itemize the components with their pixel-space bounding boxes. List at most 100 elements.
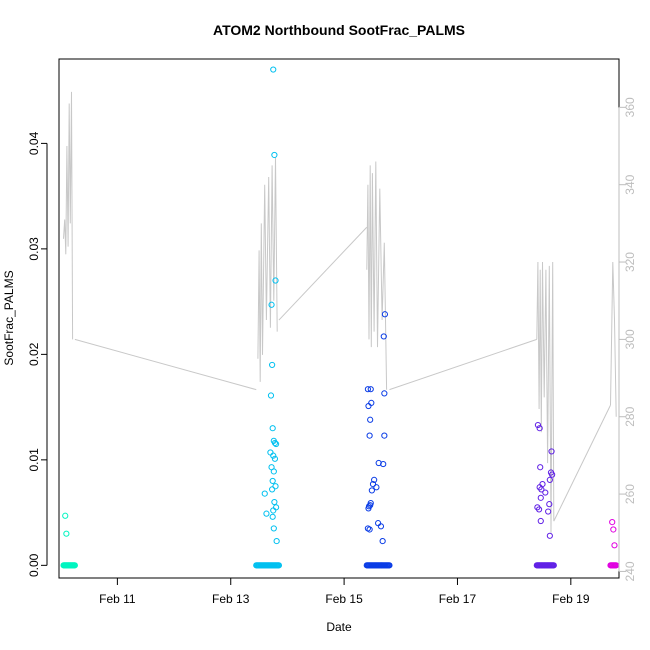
series-1-point-21 — [270, 507, 277, 514]
series-1-point-11 — [270, 452, 277, 459]
series-2-point-7 — [367, 416, 374, 423]
series-2-point-6 — [365, 402, 372, 410]
series-2-point-24 — [379, 537, 386, 545]
series-4-point-2 — [611, 542, 618, 549]
series-1-point-25 — [273, 537, 280, 545]
connector-line-1 — [278, 226, 368, 321]
series-1-point-17 — [269, 486, 276, 493]
y-tick-label-3: 0.03 — [27, 237, 41, 261]
series-2-point-2 — [364, 386, 372, 393]
x-tick-label-3: Feb 17 — [439, 592, 477, 606]
connector-line-0 — [74, 338, 257, 391]
series-1-point-16 — [272, 483, 279, 490]
series-2-point-20 — [375, 520, 382, 527]
y-axis-label: SootFrac_PALMS — [2, 270, 16, 365]
plot-area — [60, 66, 620, 569]
series-1-point-1 — [271, 151, 278, 159]
y2-tick-label-4: 320 — [623, 252, 637, 272]
series-1-point-22 — [263, 510, 270, 517]
series-2-point-4 — [381, 390, 388, 397]
series-1-point-18 — [261, 490, 268, 497]
series-2-zero-point — [386, 562, 393, 569]
series-2-point-15 — [368, 487, 375, 494]
series-2-point-23 — [366, 526, 373, 533]
series-3-zero-point — [550, 562, 557, 569]
series-2-point-17 — [367, 502, 374, 509]
connector-line-2 — [389, 338, 537, 391]
series-1-point-3 — [268, 301, 275, 308]
series-3-point-12 — [546, 501, 553, 508]
series-1-point-8 — [271, 439, 279, 447]
plot-frame — [58, 58, 620, 579]
series-2-point-9 — [381, 432, 388, 439]
series-1-point-5 — [267, 392, 275, 399]
x-tick-label-2: Feb 15 — [325, 592, 363, 606]
y2-tick-label-3: 300 — [623, 329, 637, 349]
series-3-point-15 — [545, 508, 552, 515]
series-3-point-5 — [549, 471, 556, 478]
series-1-point-6 — [269, 425, 276, 432]
y-tick-label-0: 0.00 — [27, 553, 41, 577]
series-0-trace — [63, 91, 74, 340]
series-1-point-14 — [270, 468, 277, 475]
series-3-point-3 — [537, 464, 544, 471]
y2-tick-label-2: 280 — [623, 406, 637, 426]
chart-title: ATOM2 Northbound SootFrac_PALMS — [213, 22, 465, 38]
x-tick-label-4: Feb 19 — [552, 592, 590, 606]
series-3-point-0 — [534, 421, 542, 429]
series-2-point-14 — [373, 484, 380, 491]
series-2-point-12 — [371, 476, 378, 483]
series-1-trace — [257, 157, 278, 382]
series-1-point-20 — [272, 504, 280, 511]
series-1-point-4 — [269, 361, 276, 369]
series-1-point-0 — [270, 66, 277, 73]
series-1-point-2 — [272, 277, 279, 284]
series-4-trace — [610, 261, 617, 417]
series-3-point-1 — [536, 425, 543, 432]
y-tick-label-2: 0.02 — [27, 342, 41, 366]
series-0-point-1 — [63, 530, 70, 537]
series-2-point-0 — [381, 311, 389, 318]
series-3-point-10 — [542, 489, 549, 496]
series-1-point-19 — [271, 498, 278, 506]
axes: 0.00 0.01 0.02 0.03 0.04 Feb 11 Feb 13 Feb 15 Fe… — [27, 58, 637, 606]
series-3-trace — [536, 261, 555, 533]
series-0-point-0 — [62, 512, 69, 519]
series-0-zero-point — [71, 562, 78, 569]
series-4-point-0 — [609, 518, 616, 526]
y2-tick-label-6: 360 — [623, 97, 637, 117]
series-2-point-1 — [380, 333, 387, 340]
series-4-point-1 — [610, 526, 617, 533]
connector-line-3 — [553, 404, 611, 522]
y2-tick-label-1: 260 — [623, 484, 637, 504]
x-tick-label-0: Feb 11 — [99, 592, 136, 606]
series-1-point-9 — [272, 440, 280, 448]
series-3-point-16 — [537, 517, 544, 525]
series-2-point-21 — [377, 523, 385, 530]
series-1-point-23 — [269, 513, 276, 520]
series-3-point-7 — [539, 481, 546, 488]
series-2-point-11 — [380, 460, 387, 468]
y-tick-label-1: 0.01 — [27, 448, 41, 472]
series-2-trace — [366, 161, 388, 390]
y-tick-label-4: 0.04 — [27, 131, 41, 155]
series-1-zero-point — [275, 562, 283, 569]
y2-tick-label-0: 240 — [623, 561, 637, 581]
series-1-point-12 — [271, 455, 279, 462]
series-3-point-17 — [546, 532, 553, 539]
series-2-point-8 — [366, 432, 373, 439]
series-3-point-9 — [538, 486, 545, 493]
x-tick-label-1: Feb 13 — [212, 592, 250, 606]
series-1-point-24 — [270, 525, 277, 532]
y2-tick-label-5: 340 — [623, 174, 637, 194]
series-3-point-2 — [548, 448, 555, 455]
series-2-point-19 — [365, 505, 372, 512]
series-2-point-5 — [368, 399, 375, 406]
series-2-point-13 — [369, 481, 377, 488]
series-1-point-10 — [267, 449, 274, 456]
series-1-point-15 — [269, 477, 276, 485]
x-axis-label: Date — [326, 620, 352, 634]
series-3-point-11 — [537, 494, 544, 501]
series-3-point-14 — [535, 506, 543, 513]
